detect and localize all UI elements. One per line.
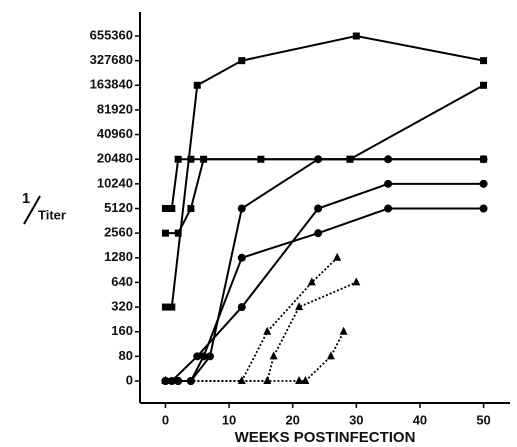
x-tick-label: 30 <box>349 412 363 427</box>
circle-marker <box>205 352 214 361</box>
square-marker <box>161 205 169 212</box>
series-line <box>165 158 484 382</box>
square-marker <box>193 81 201 89</box>
circle-marker <box>384 155 393 164</box>
square-marker <box>352 32 360 40</box>
y-tick-label: 163840 <box>90 77 133 92</box>
triangle-marker <box>263 376 272 384</box>
circle-marker <box>167 377 176 385</box>
triangle-marker <box>301 376 310 384</box>
triangle-marker <box>295 302 304 311</box>
y-tick-label: 320 <box>111 299 133 314</box>
y-tick-label: 10240 <box>97 175 133 190</box>
square-marker <box>187 205 195 212</box>
x-tick-label: 40 <box>413 412 427 427</box>
circle-marker <box>237 204 246 213</box>
square-marker <box>161 303 169 311</box>
circle-marker <box>479 179 488 188</box>
y-tick-label: 640 <box>111 274 133 289</box>
x-tick-label: 20 <box>285 412 299 427</box>
square-marker <box>168 303 176 311</box>
triangle-marker <box>326 351 335 360</box>
triangle-marker <box>295 376 304 384</box>
triangle-marker <box>161 376 170 384</box>
triangle-marker <box>352 277 361 286</box>
series-line <box>165 331 345 382</box>
series-line <box>165 182 484 382</box>
square-marker <box>480 57 488 65</box>
circle-marker <box>237 253 246 262</box>
y-tick-label: 40960 <box>97 126 133 141</box>
square-marker <box>161 229 169 237</box>
circle-marker <box>193 352 202 361</box>
y-label-denominator: Titer <box>38 207 66 222</box>
y-tick-label: 5120 <box>104 200 133 215</box>
y-tick-label: 80 <box>119 348 133 363</box>
circle-marker <box>479 155 488 164</box>
square-marker <box>168 205 176 212</box>
circle-marker <box>199 352 208 361</box>
circle-marker <box>237 303 246 312</box>
series-line <box>165 34 484 309</box>
x-tick-label: 50 <box>476 412 490 427</box>
x-label: WEEKS POSTINFECTION <box>235 429 416 446</box>
y-tick-label: 655360 <box>90 27 133 42</box>
circle-marker <box>479 204 488 213</box>
triangle-marker <box>263 326 272 335</box>
triangle-marker <box>237 376 246 384</box>
triangle-marker <box>339 326 348 335</box>
circle-marker <box>384 179 393 188</box>
y-tick-label: 20480 <box>97 151 133 166</box>
series-line <box>165 281 357 382</box>
square-marker <box>200 155 208 163</box>
circle-marker <box>314 204 323 213</box>
y-tick-label: 0 <box>126 372 133 387</box>
circle-marker <box>314 229 323 238</box>
circle-marker <box>384 204 393 213</box>
y-tick-label: 1280 <box>104 249 133 264</box>
y-tick-label: 327680 <box>90 52 133 67</box>
square-marker <box>174 155 182 163</box>
circle-marker <box>314 155 323 164</box>
triangle-marker <box>333 252 342 261</box>
y-tick-label: 2560 <box>104 225 133 240</box>
y-tick-label: 81920 <box>97 101 133 116</box>
square-marker <box>174 229 182 237</box>
y-label-numerator: 1 <box>22 190 30 207</box>
square-marker <box>187 155 195 163</box>
square-marker <box>238 57 246 65</box>
triangle-marker <box>307 277 316 286</box>
y-tick-label: 160 <box>111 323 133 338</box>
triangle-marker <box>269 351 278 360</box>
x-tick-label: 0 <box>162 412 169 427</box>
x-tick-label: 10 <box>222 412 236 427</box>
y-label-slash <box>23 195 41 225</box>
square-marker <box>480 81 488 89</box>
